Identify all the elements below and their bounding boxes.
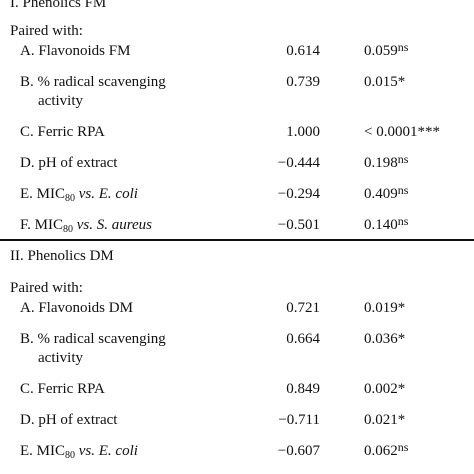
s1-row-d-label: D. pH of extract bbox=[20, 155, 118, 171]
s2-row-b-label-line2: activity bbox=[38, 350, 83, 366]
s2-row-b-label: B. % radical scavenging bbox=[20, 331, 166, 347]
s1-row-c-r: 1.000 bbox=[286, 124, 320, 140]
s1-row-a-label: A. Flavonoids FM bbox=[20, 43, 131, 59]
s1-row-b-label-line2: activity bbox=[38, 93, 83, 109]
s2-row-b-p: 0.036* bbox=[364, 331, 406, 347]
s2-row-a-label: A. Flavonoids DM bbox=[20, 300, 133, 316]
s1-row-b-label: B. % radical scavenging bbox=[20, 74, 166, 90]
s1-row-f-r: −0.501 bbox=[277, 217, 320, 233]
s1-row-e-p: 0.409ns bbox=[364, 183, 409, 202]
s2-row-b-r: 0.664 bbox=[286, 331, 320, 347]
s2-row-a-r: 0.721 bbox=[286, 300, 320, 316]
s2-row-d-label: D. pH of extract bbox=[20, 412, 118, 428]
s2-row-e-label: E. MIC80 vs. E. coli bbox=[20, 443, 138, 461]
s2-row-d-p: 0.021* bbox=[364, 412, 406, 428]
s2-row-c-r: 0.849 bbox=[286, 381, 320, 397]
s1-row-d-r: −0.444 bbox=[277, 155, 320, 171]
s1-row-e-r: −0.294 bbox=[277, 186, 320, 202]
s1-row-c-p: < 0.0001*** bbox=[364, 124, 440, 140]
section1-title: I. Phenolics FM bbox=[10, 0, 107, 11]
section1-paired-label: Paired with: bbox=[10, 23, 83, 39]
s2-row-c-label: C. Ferric RPA bbox=[20, 381, 105, 397]
s1-row-c-label: C. Ferric RPA bbox=[20, 124, 105, 140]
s1-row-d-p: 0.198ns bbox=[364, 152, 409, 171]
s2-row-a-p: 0.019* bbox=[364, 300, 406, 316]
s2-row-d-r: −0.711 bbox=[278, 412, 320, 428]
s1-row-f-label: F. MIC80 vs. S. aureus bbox=[20, 217, 153, 235]
s2-row-e-r: −0.607 bbox=[277, 443, 320, 459]
s1-row-a-p: 0.059ns bbox=[364, 40, 409, 59]
s1-row-f-p: 0.140ns bbox=[364, 214, 409, 233]
s1-row-a-r: 0.614 bbox=[286, 43, 320, 59]
section2-paired-label: Paired with: bbox=[10, 280, 83, 296]
section2-title: II. Phenolics DM bbox=[10, 248, 114, 264]
s2-row-c-p: 0.002* bbox=[364, 381, 406, 397]
s1-row-b-r: 0.739 bbox=[286, 74, 320, 90]
section-divider bbox=[0, 239, 474, 241]
s1-row-e-label: E. MIC80 vs. E. coli bbox=[20, 186, 138, 204]
s1-row-b-p: 0.015* bbox=[364, 74, 406, 90]
s2-row-e-p: 0.062ns bbox=[364, 440, 409, 459]
